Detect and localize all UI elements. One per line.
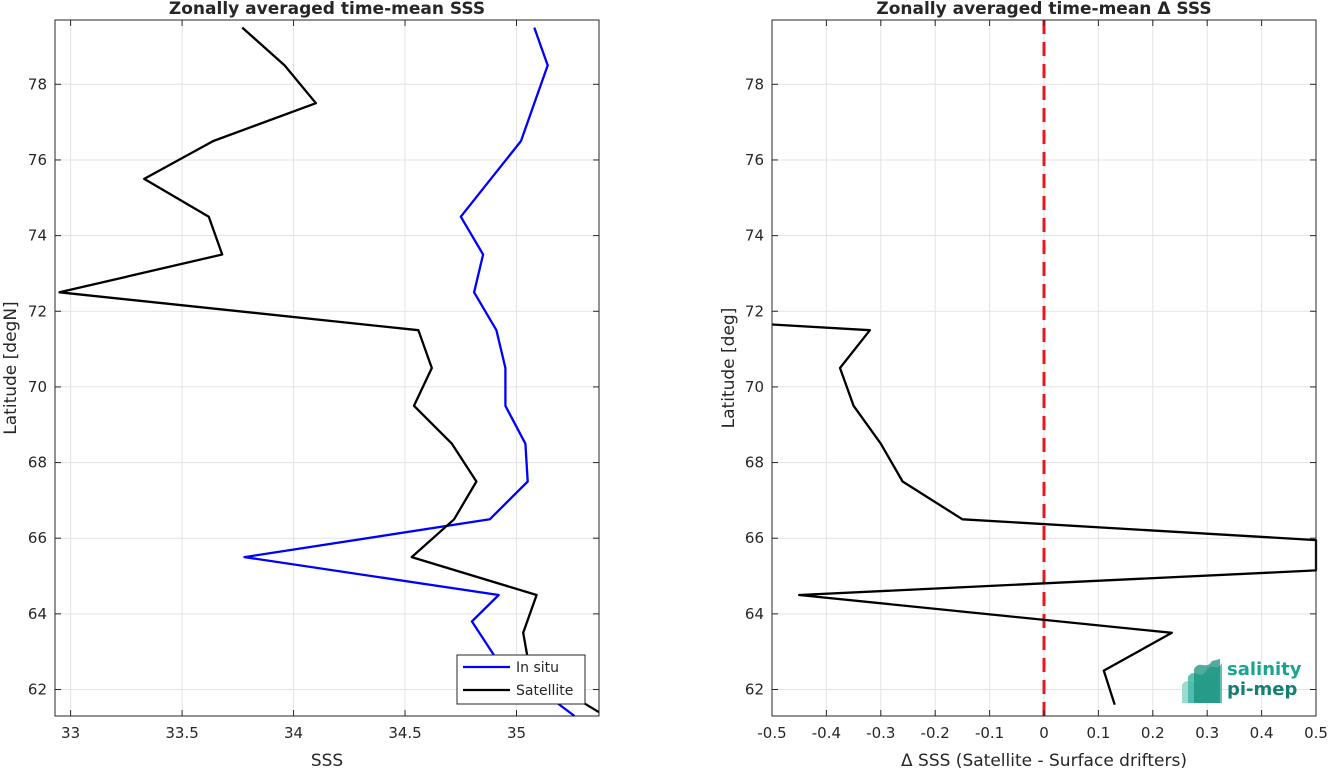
legend-label-in-situ: In situ [516, 660, 559, 676]
y-tick-label: 76 [745, 151, 764, 169]
y-tick-label: 78 [745, 75, 764, 93]
right-panel-delta-sss: -0.5 -0.4 -0.3 -0.2 -0.1 0 0.1 0.2 0.3 0.4 0.5 62 64… [719, 0, 1328, 771]
logo-text-line1: salinity [1227, 659, 1302, 680]
x-tick-label: 0.4 [1250, 724, 1274, 742]
x-tick-label: 0.1 [1086, 724, 1110, 742]
y-tick-label: 64 [28, 605, 47, 623]
right-grid [771, 20, 1317, 716]
y-tick-label: 68 [28, 454, 47, 472]
x-tick-label: -0.1 [975, 724, 1004, 742]
x-tick-label: 33 [61, 724, 80, 742]
y-tick-label: 68 [745, 454, 764, 472]
left-x-axis-label: SSS [311, 751, 343, 769]
x-tick-label: -0.5 [757, 724, 786, 742]
x-tick-label: 35 [507, 724, 526, 742]
right-ticks: -0.5 -0.4 -0.3 -0.2 -0.1 0 0.1 0.2 0.3 0.4 0.5 62 64… [745, 20, 1328, 742]
y-tick-label: 64 [745, 605, 764, 623]
x-tick-label: 33.5 [165, 724, 198, 742]
y-tick-label: 66 [745, 529, 764, 547]
y-tick-label: 66 [28, 529, 47, 547]
left-y-axis-label: Latitude [degN] [1, 301, 21, 434]
series-line-0 [771, 323, 1318, 706]
y-tick-label: 74 [28, 227, 47, 245]
left-chart-title: Zonally averaged time-mean SSS [169, 0, 485, 19]
y-tick-label: 76 [28, 151, 47, 169]
y-tick-label: 78 [28, 75, 47, 93]
right-y-axis-label: Latitude [deg] [719, 308, 739, 429]
left-panel-sss: 33 33.5 34 34.5 35 62 64 66 68 70 72 74 76 78 Zonally… [1, 0, 600, 771]
y-tick-label: 74 [745, 227, 764, 245]
x-tick-label: 34.5 [388, 724, 421, 742]
y-tick-label: 72 [28, 302, 47, 320]
logo-text-line2: pi-mep [1227, 679, 1298, 700]
x-tick-label: -0.3 [866, 724, 895, 742]
salinity-pi-mep-logo: salinity pi-mep [1180, 655, 1310, 705]
left-grid [55, 20, 599, 716]
left-axes-frame [54, 19, 600, 717]
right-series [771, 323, 1318, 706]
series-line-1 [58, 26, 600, 714]
x-tick-label: 34 [284, 724, 303, 742]
series-line-0 [243, 27, 576, 717]
left-series [58, 26, 600, 717]
right-x-axis-label: Δ SSS (Satellite - Surface drifters) [901, 751, 1187, 769]
x-tick-label: 0.2 [1141, 724, 1165, 742]
legend-label-satellite: Satellite [516, 683, 573, 699]
left-ticks: 33 33.5 34 34.5 35 62 64 66 68 70 72 74 76 78 [28, 20, 599, 742]
right-chart-title: Zonally averaged time-mean Δ SSS [876, 0, 1211, 19]
y-tick-label: 72 [745, 302, 764, 320]
y-tick-label: 62 [28, 681, 47, 699]
legend-box [456, 654, 586, 705]
wave-logo-icon [1182, 659, 1222, 703]
y-tick-label: 70 [28, 378, 47, 396]
x-tick-label: 0.3 [1195, 724, 1219, 742]
y-tick-label: 62 [745, 681, 764, 699]
legend: In situ Satellite [456, 654, 586, 705]
x-tick-label: 0.5 [1304, 724, 1328, 742]
y-tick-label: 70 [745, 378, 764, 396]
x-tick-label: -0.4 [812, 724, 841, 742]
x-tick-label: -0.2 [921, 724, 950, 742]
x-tick-label: 0 [1039, 724, 1049, 742]
